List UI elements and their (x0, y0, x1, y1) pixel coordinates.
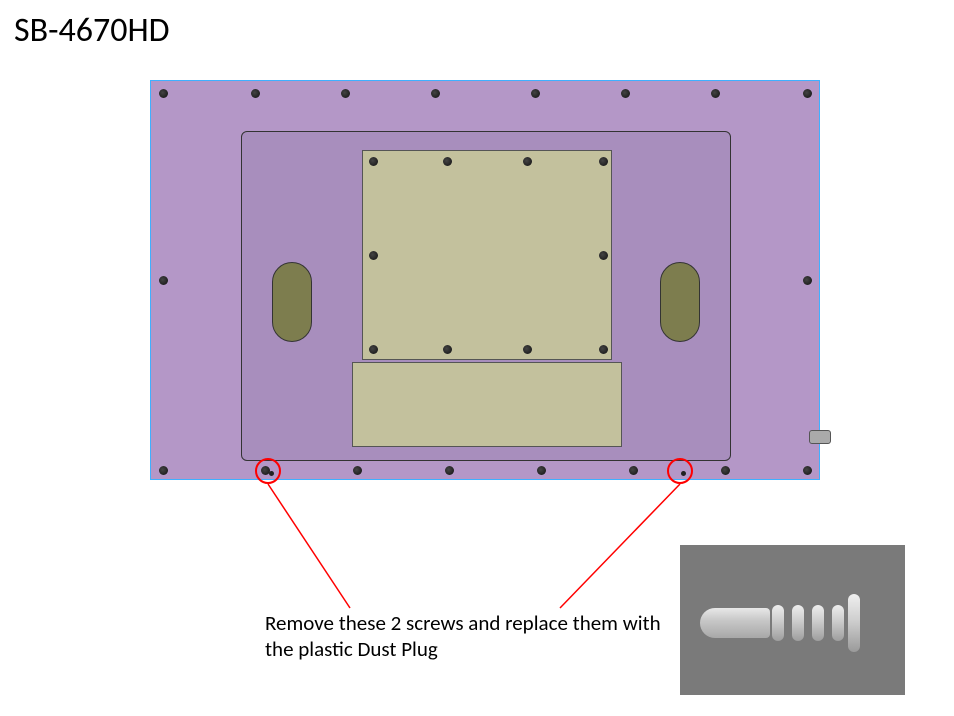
tv-outer-chassis (151, 81, 819, 479)
chassis-screw (159, 89, 168, 98)
chassis-screw (445, 466, 454, 475)
chassis-screw (803, 466, 812, 475)
chassis-screw (341, 89, 350, 98)
cable-gland (809, 430, 831, 444)
tv-back-diagram (150, 80, 820, 480)
plug-ring (792, 605, 804, 641)
annotation-circle-right (667, 458, 693, 484)
plug-tip (700, 608, 770, 638)
plate-screw (369, 345, 378, 354)
chassis-screw (531, 89, 540, 98)
plate-screw (369, 251, 378, 260)
plate-screw (599, 157, 608, 166)
annotation-circle-left (255, 458, 281, 484)
plug-ring (772, 605, 784, 641)
plug-ring (812, 605, 824, 641)
inner-panel (241, 131, 731, 461)
chassis-screw (721, 466, 730, 475)
plate-screw (523, 157, 532, 166)
chassis-screw (353, 466, 362, 475)
chassis-screw (159, 276, 168, 285)
speaker-grille-left (272, 262, 312, 342)
plate-screw (599, 251, 608, 260)
chassis-screw (159, 466, 168, 475)
dust-plug-shape (700, 600, 860, 645)
chassis-screw (629, 466, 638, 475)
chassis-screw (431, 89, 440, 98)
plug-flange (848, 594, 860, 652)
product-title: SB-4670HD (14, 10, 170, 51)
chassis-screw (803, 276, 812, 285)
plate-screw (599, 345, 608, 354)
chassis-screw (537, 466, 546, 475)
vesa-mount-plate (362, 150, 612, 360)
plate-screw (443, 345, 452, 354)
plate-screw (369, 157, 378, 166)
plate-screw (443, 157, 452, 166)
chassis-screw (711, 89, 720, 98)
plug-ring (832, 605, 844, 641)
chassis-screw (621, 89, 630, 98)
electronics-cover (352, 362, 622, 447)
plate-screw (523, 345, 532, 354)
speaker-grille-right (660, 262, 700, 342)
instruction-text: Remove these 2 screws and replace them w… (265, 610, 665, 663)
dust-plug-photo (680, 545, 905, 695)
chassis-screw (803, 89, 812, 98)
chassis-screw (251, 89, 260, 98)
